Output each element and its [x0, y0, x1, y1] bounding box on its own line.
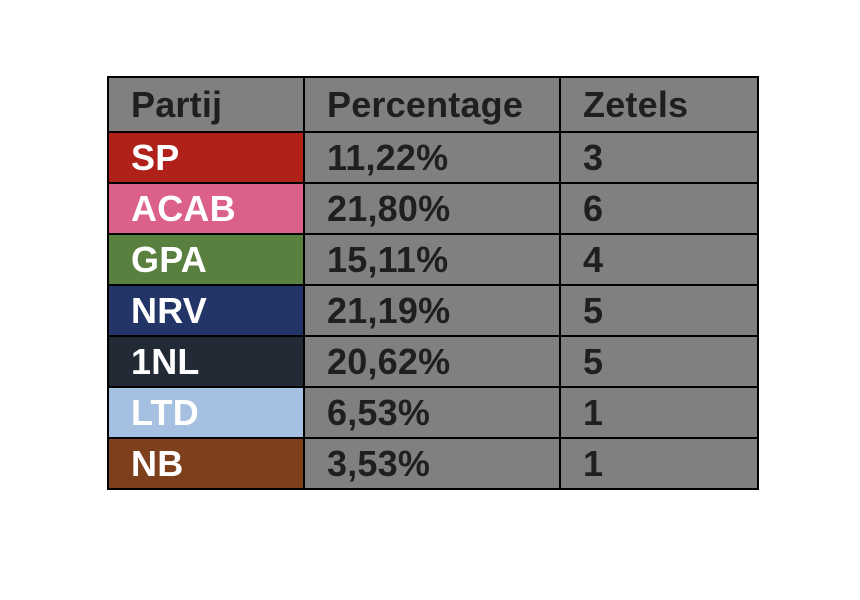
percentage-cell: 21,80%: [303, 182, 561, 235]
header-row: Partij Percentage Zetels: [107, 76, 759, 133]
table-row: ACAB 21,80% 6: [107, 182, 759, 235]
election-results-table: Partij Percentage Zetels SP 11,22% 3 ACAB 21…: [107, 76, 759, 490]
party-name-cell: ACAB: [107, 182, 305, 235]
seats-cell: 1: [559, 386, 759, 439]
seats-cell: 1: [559, 437, 759, 490]
percentage-cell: 6,53%: [303, 386, 561, 439]
column-header-party: Partij: [107, 76, 305, 133]
percentage-cell: 11,22%: [303, 131, 561, 184]
table-row: GPA 15,11% 4: [107, 233, 759, 286]
party-name-cell: LTD: [107, 386, 305, 439]
party-name-cell: NB: [107, 437, 305, 490]
table-row: NB 3,53% 1: [107, 437, 759, 490]
party-name-cell: 1NL: [107, 335, 305, 388]
percentage-cell: 15,11%: [303, 233, 561, 286]
seats-cell: 3: [559, 131, 759, 184]
table-body: SP 11,22% 3 ACAB 21,80% 6 GPA 15,11% 4 NRV 21,19% 5…: [107, 131, 759, 490]
percentage-cell: 20,62%: [303, 335, 561, 388]
seats-cell: 6: [559, 182, 759, 235]
party-name-cell: NRV: [107, 284, 305, 337]
table-row: NRV 21,19% 5: [107, 284, 759, 337]
party-name-cell: SP: [107, 131, 305, 184]
seats-cell: 4: [559, 233, 759, 286]
table-row: 1NL 20,62% 5: [107, 335, 759, 388]
percentage-cell: 3,53%: [303, 437, 561, 490]
seats-cell: 5: [559, 284, 759, 337]
seats-cell: 5: [559, 335, 759, 388]
column-header-percentage: Percentage: [303, 76, 561, 133]
party-name-cell: GPA: [107, 233, 305, 286]
table-row: SP 11,22% 3: [107, 131, 759, 184]
table-row: LTD 6,53% 1: [107, 386, 759, 439]
percentage-cell: 21,19%: [303, 284, 561, 337]
column-header-seats: Zetels: [559, 76, 759, 133]
